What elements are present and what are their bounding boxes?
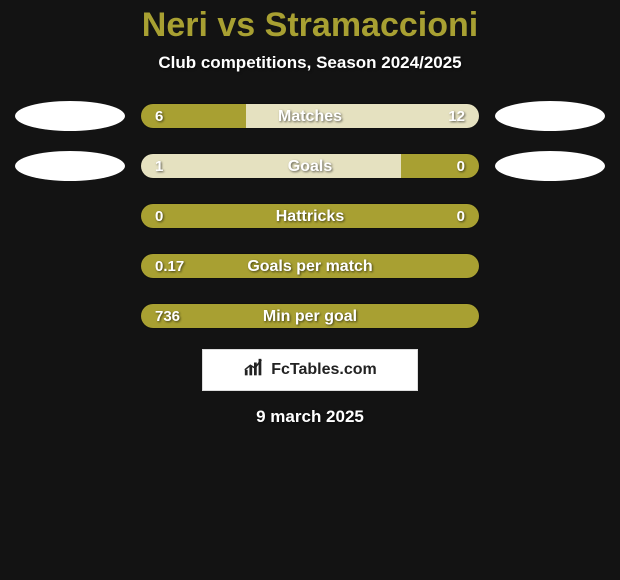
stat-row: Goals per match0.17	[0, 251, 620, 281]
page-title: Neri vs Stramaccioni	[0, 0, 620, 45]
stat-value-right: 0	[457, 204, 465, 229]
spacer	[15, 301, 125, 331]
stat-bar: Goals1 0	[140, 153, 480, 179]
spacer	[495, 301, 605, 331]
player-left-name: Neri	[142, 6, 208, 44]
stat-value-left: 0	[155, 204, 163, 229]
stat-label: Hattricks	[141, 204, 479, 229]
stat-value-left: 6	[155, 104, 163, 129]
stat-label: Goals per match	[141, 254, 479, 279]
player-left-marker	[15, 151, 125, 181]
stat-label: Goals	[141, 154, 479, 179]
brand-badge: FcTables.com	[202, 349, 418, 391]
stat-bar: Matches6 12	[140, 103, 480, 129]
stat-row: Goals1 0	[0, 151, 620, 181]
subtitle: Club competitions, Season 2024/2025	[0, 53, 620, 73]
chart-icon	[243, 357, 265, 384]
spacer	[15, 251, 125, 281]
spacer	[15, 201, 125, 231]
stat-label: Min per goal	[141, 304, 479, 329]
player-right-name: Stramaccioni	[265, 6, 479, 44]
brand-text: FcTables.com	[271, 361, 377, 379]
stat-bar: Min per goal736	[140, 303, 480, 329]
comparison-canvas: Neri vs Stramaccioni Club competitions, …	[0, 0, 620, 580]
stat-value-left: 1	[155, 154, 163, 179]
stat-row: Min per goal736	[0, 301, 620, 331]
stat-row: Hattricks0 0	[0, 201, 620, 231]
stat-label: Matches	[141, 104, 479, 129]
stat-value-right: 0	[457, 154, 465, 179]
stat-bar: Hattricks0 0	[140, 203, 480, 229]
stat-value-right: 12	[448, 104, 465, 129]
spacer	[495, 251, 605, 281]
player-right-marker	[495, 151, 605, 181]
stat-bar: Goals per match0.17	[140, 253, 480, 279]
stat-value-left: 0.17	[155, 254, 184, 279]
stat-rows: Matches612Goals10Hattricks00Goals per ma…	[0, 101, 620, 331]
footer-date: 9 march 2025	[0, 407, 620, 427]
stat-row: Matches6 12	[0, 101, 620, 131]
stat-value-left: 736	[155, 304, 180, 329]
player-right-marker	[495, 101, 605, 131]
spacer	[495, 201, 605, 231]
player-left-marker	[15, 101, 125, 131]
title-vs: vs	[217, 6, 255, 44]
